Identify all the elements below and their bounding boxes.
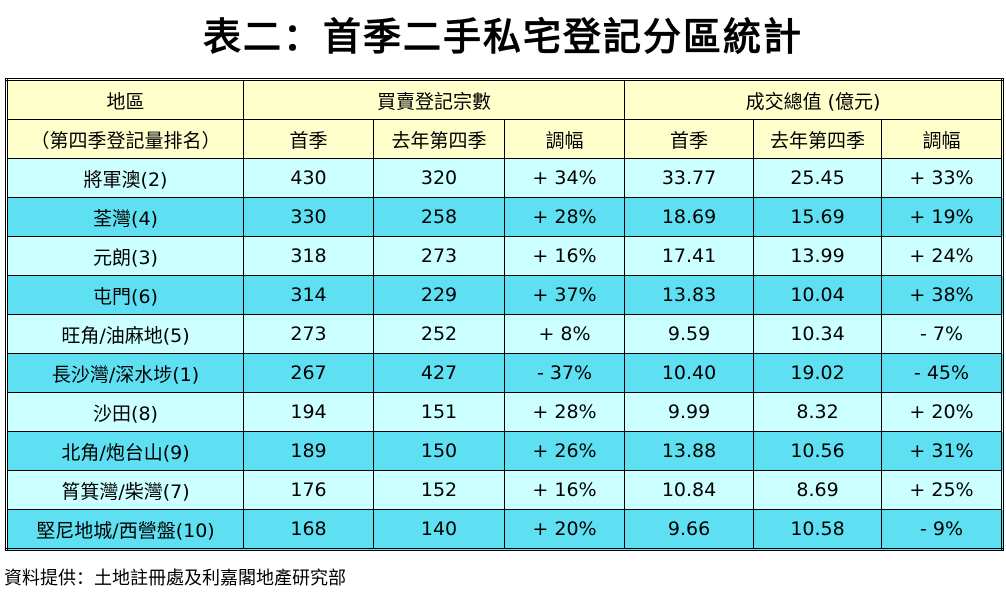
table-cell: 152 xyxy=(373,470,505,510)
table-cell: 314 xyxy=(243,275,374,315)
table-cell: 320 xyxy=(373,158,505,198)
header-cell: 地區 xyxy=(6,79,244,120)
table-row: 長沙灣/深水埗(1) 267 427- 37% 10.40 19.02- 45% xyxy=(6,353,1004,393)
table-cell: 427 xyxy=(373,353,505,393)
table-cell: + 16% xyxy=(503,470,626,510)
table-cell: 北角/炮台山(9) xyxy=(6,431,244,471)
table-cell: 273 xyxy=(373,236,505,276)
table-cell: 10.04 xyxy=(753,275,883,315)
table-cell: 9.99 xyxy=(624,392,755,432)
table-cell: 252 xyxy=(373,314,505,354)
table-cell: 25.45 xyxy=(753,158,883,198)
table-cell: 189 xyxy=(243,431,374,471)
table-cell: 168 xyxy=(243,509,374,550)
table-cell: + 20% xyxy=(881,392,1004,432)
table-cell: 元朗(3) xyxy=(6,236,244,276)
table-cell: 194 xyxy=(243,392,374,432)
table-row: 筲箕灣/柴灣(7) 176 152 + 16% 10.84 8.69 + 25% xyxy=(6,470,1004,510)
table-cell: 18.69 xyxy=(624,197,755,237)
table-cell: 17.41 xyxy=(624,236,755,276)
table-cell: + 26% xyxy=(503,431,626,471)
table-cell: + 28% xyxy=(503,392,626,432)
header-cell: 去年第四季 xyxy=(753,119,883,159)
header-cell: 首季 xyxy=(243,119,374,159)
table-cell: + 16% xyxy=(503,236,626,276)
header-cell: （第四季登記量排名） xyxy=(6,119,244,159)
table-row: 北角/炮台山(9) 189 150 + 26% 13.88 10.56 + 31% xyxy=(6,431,1004,471)
title: 表二：首季二手私宅登記分區統計 xyxy=(202,15,803,59)
table-cell: + 33% xyxy=(881,158,1004,198)
header-row: （第四季登記量排名） 首季 去年第四季 調幅 首季 去年第四季 調幅 xyxy=(6,119,1004,159)
table-cell: + 34% xyxy=(503,158,626,198)
table-cell: 屯門(6) xyxy=(6,275,244,315)
table-cell: + 24% xyxy=(881,236,1004,276)
table-cell: 430 xyxy=(243,158,374,198)
table-row: 元朗(3) 318 273 + 16% 17.41 13.99 + 24% xyxy=(6,236,1004,276)
table-cell: + 28% xyxy=(503,197,626,237)
header-cell: 買賣登記宗數 xyxy=(242,79,626,120)
table-cell: + 19% xyxy=(881,197,1004,237)
table-cell: 258 xyxy=(373,197,505,237)
table-cell: 10.56 xyxy=(753,431,883,471)
table-cell: 長沙灣/深水埗(1) xyxy=(6,353,244,393)
table-cell: 9.59 xyxy=(624,314,755,354)
table-cell: 筲箕灣/柴灣(7) xyxy=(6,470,244,510)
table-cell: 15.69 xyxy=(753,197,883,237)
table: 地區 買賣登記宗數 成交總值 (億元) （第四季登記量排名） 首季 去年第四季 調幅 首季 去年… xyxy=(5,78,1005,551)
table-cell: 10.34 xyxy=(753,314,883,354)
table-cell: - 9% xyxy=(881,509,1004,550)
table-cell: 10.58 xyxy=(753,509,883,550)
table-cell: 13.99 xyxy=(753,236,883,276)
table-cell: 9.66 xyxy=(624,509,755,550)
table-cell: 151 xyxy=(373,392,505,432)
table-row: 旺角/油麻地(5) 273 252 + 8% 9.59 10.34- 7% xyxy=(6,314,1004,354)
table-cell: 229 xyxy=(373,275,505,315)
header-cell: 首季 xyxy=(624,119,755,159)
table-cell: + 38% xyxy=(881,275,1004,315)
header-cell: 成交總值 (億元) xyxy=(624,79,1004,120)
table-cell: 旺角/油麻地(5) xyxy=(6,314,244,354)
table-cell: 堅尼地城/西營盤(10) xyxy=(6,509,244,550)
table-cell: 荃灣(4) xyxy=(6,197,244,237)
table-cell: 13.88 xyxy=(624,431,755,471)
table-cell: + 31% xyxy=(881,431,1004,471)
table-cell: 沙田(8) xyxy=(6,392,244,432)
table-cell: 318 xyxy=(243,236,374,276)
table-cell: + 37% xyxy=(503,275,626,315)
source-note: 資料提供：土地註冊處及利嘉閣地產研究部 xyxy=(4,568,346,589)
table-cell: 8.69 xyxy=(753,470,883,510)
table-row: 屯門(6) 314 229 + 37% 13.83 10.04 + 38% xyxy=(6,275,1004,315)
header-row: 地區 買賣登記宗數 成交總值 (億元) xyxy=(6,79,1004,120)
table-cell: + 8% xyxy=(503,314,626,354)
table-row: 堅尼地城/西營盤(10) 168 140 + 20% 9.66 10.58- 9% xyxy=(6,509,1004,550)
table-cell: + 25% xyxy=(881,470,1004,510)
table-cell: 13.83 xyxy=(624,275,755,315)
table-cell: + 20% xyxy=(503,509,626,550)
table-cell: 330 xyxy=(243,197,374,237)
header-cell: 去年第四季 xyxy=(373,119,505,159)
table-row: 荃灣(4) 330 258 + 28% 18.69 15.69 + 19% xyxy=(6,197,1004,237)
table-cell: 將軍澳(2) xyxy=(6,158,244,198)
table-cell: 10.84 xyxy=(624,470,755,510)
table-row: 沙田(8) 194 151 + 28% 9.99 8.32 + 20% xyxy=(6,392,1004,432)
table-cell: 19.02 xyxy=(753,353,883,393)
header-cell: 調幅 xyxy=(503,119,626,159)
table-cell: 10.40 xyxy=(624,353,755,393)
table-cell: - 37% xyxy=(503,353,626,393)
table-cell: 273 xyxy=(243,314,374,354)
table-cell: 33.77 xyxy=(624,158,755,198)
table-cell: - 45% xyxy=(881,353,1004,393)
table-cell: 150 xyxy=(373,431,505,471)
table-row: 將軍澳(2) 430 320 + 34% 33.77 25.45 + 33% xyxy=(6,158,1004,198)
table-cell: 140 xyxy=(373,509,505,550)
header-cell: 調幅 xyxy=(881,119,1004,159)
table-cell: 8.32 xyxy=(753,392,883,432)
table-cell: 267 xyxy=(243,353,374,393)
table-cell: 176 xyxy=(243,470,374,510)
table-cell: - 7% xyxy=(881,314,1004,354)
